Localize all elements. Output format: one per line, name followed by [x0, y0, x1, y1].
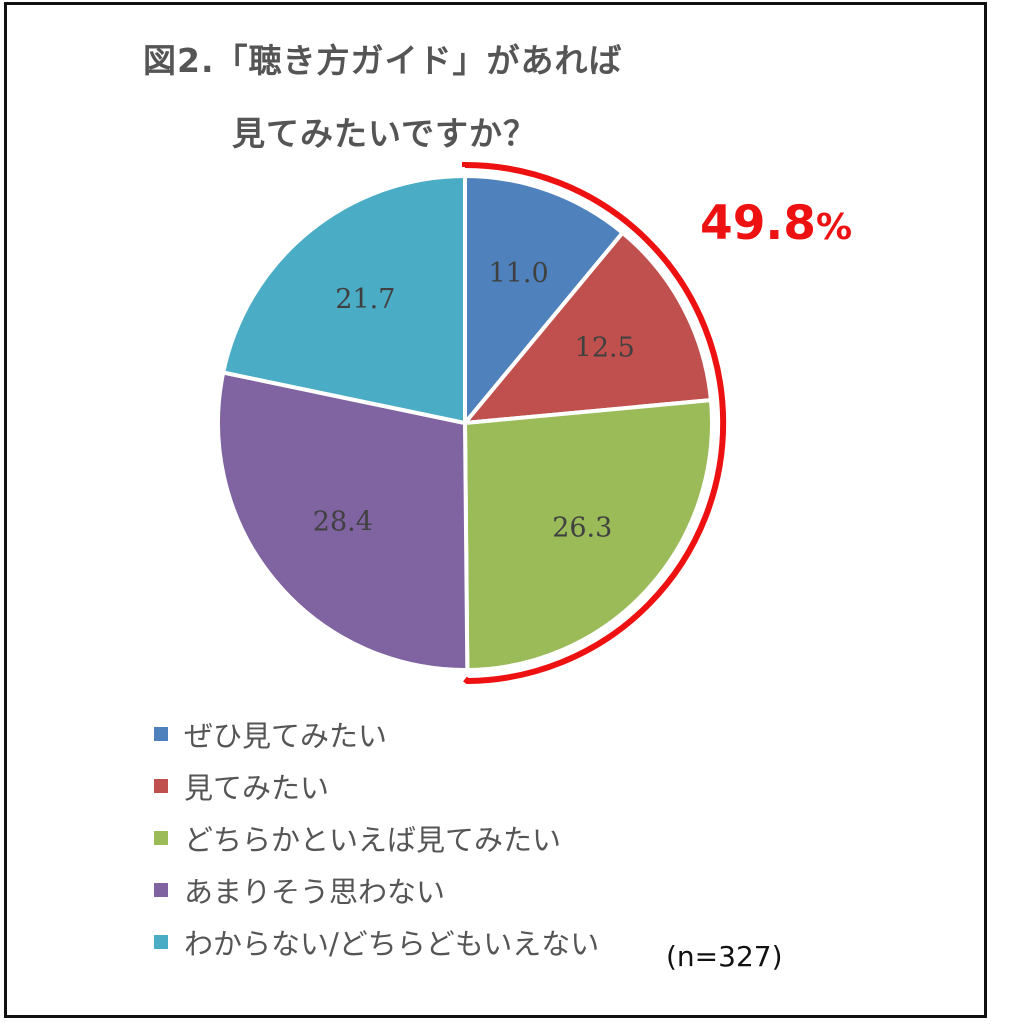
- legend-label: どちらかといえば見てみたい: [184, 823, 562, 857]
- legend-swatch: [154, 883, 168, 897]
- legend-item: ぜひ見てみたい: [154, 708, 599, 760]
- chart-title-line-1: 図2.「聴き方ガイド」があれば: [143, 41, 623, 80]
- legend-swatch: [154, 935, 168, 949]
- legend-swatch: [154, 727, 168, 741]
- legend-item: あまりそう思わない: [154, 864, 599, 916]
- pie-data-label: 26.3: [552, 512, 612, 543]
- legend-label: ぜひ見てみたい: [184, 719, 388, 753]
- legend-label: わからない/どちらどもいえない: [184, 927, 600, 961]
- pie-slice: [463, 174, 625, 425]
- pie-data-label: 21.7: [335, 284, 395, 315]
- highlight-arc: [462, 161, 727, 685]
- pie-data-label: 12.5: [575, 333, 635, 364]
- legend-item: どちらかといえば見てみたい: [154, 812, 599, 864]
- pie-slice: [463, 230, 713, 425]
- chart-title-line-2: 見てみたいですか？: [232, 114, 538, 153]
- legend-swatch: [154, 779, 168, 793]
- pie-data-label: 28.4: [313, 507, 373, 538]
- legend-item: 見てみたい: [154, 760, 599, 812]
- legend-label: あまりそう思わない: [184, 875, 446, 909]
- pie-slices: [216, 174, 714, 672]
- legend-swatch: [154, 831, 168, 845]
- pie-data-labels: 11.0 12.5 26.3 28.4 21.7: [313, 258, 635, 544]
- sample-size-note: (n=327): [666, 940, 783, 973]
- legend-label: 見てみたい: [184, 771, 330, 805]
- pie-slice: [463, 398, 714, 672]
- pie-slice: [216, 370, 470, 672]
- legend: ぜひ見てみたい 見てみたい どちらかといえば見てみたい あまりそう思わない わか…: [154, 708, 599, 968]
- pie-slice: [221, 174, 467, 425]
- highlight-unit: %: [815, 207, 853, 248]
- highlight-percentage: 49.8%: [700, 196, 852, 251]
- pie-data-label: 11.0: [489, 258, 549, 289]
- highlight-value: 49.8: [700, 196, 816, 251]
- legend-item: わからない/どちらどもいえない: [154, 916, 599, 968]
